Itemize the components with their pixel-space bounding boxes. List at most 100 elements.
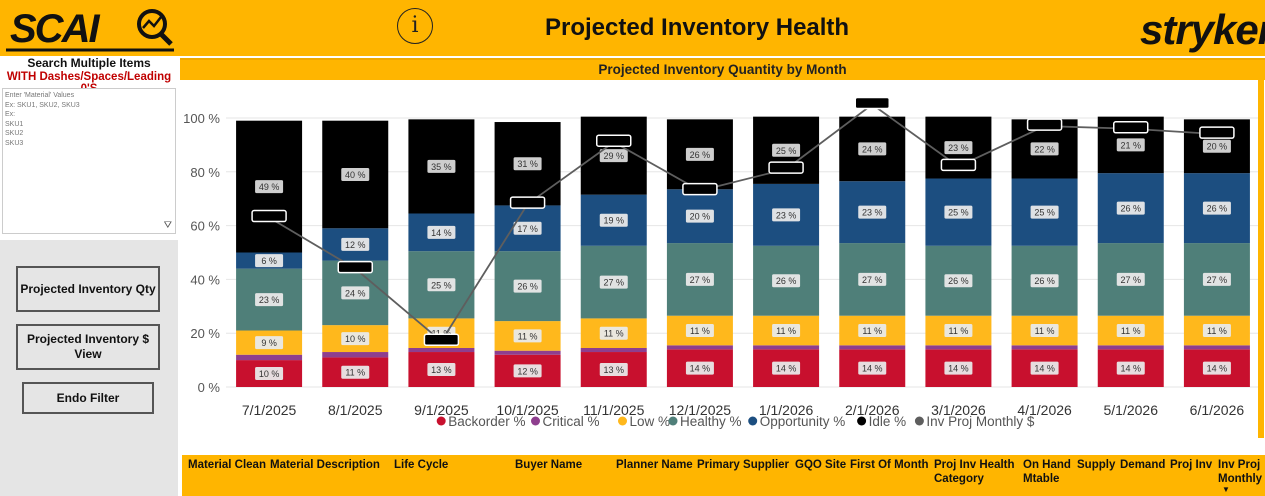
bar-segment [494,350,561,355]
column-header[interactable]: Buyer Name [515,459,583,471]
x-tick-label: 3/1/2026 [931,402,986,418]
redacted-value [768,161,804,174]
redacted-value [423,333,460,347]
data-label-bg [427,363,456,377]
data-label: 14 % [776,364,797,374]
data-label: 11 % [345,368,365,378]
projected-inventory-qty-button[interactable]: Projected Inventory Qty [16,266,160,312]
redacted-value [337,260,373,274]
search-input[interactable]: Enter 'Material' Values Ex: SKU1, SKU2, … [2,88,176,234]
data-label-bg [341,365,370,379]
column-header[interactable]: Supply [1077,459,1116,471]
data-label: 14 % [948,364,969,374]
endo-filter-button[interactable]: Endo Filter [22,382,154,414]
data-label-bg [772,324,801,338]
x-tick-label: 5/1/2026 [1104,402,1159,418]
column-header[interactable]: On Hand Mtable [1023,459,1071,485]
data-label: 25 % [431,280,452,290]
search-title: Search Multiple Items [27,56,151,70]
data-label-bg [599,213,628,227]
data-label: 23 % [776,210,797,220]
x-tick-label: 4/1/2026 [1017,402,1072,418]
y-tick-label: 100 % [183,111,220,126]
data-label-bg [255,180,284,194]
column-header[interactable]: GQO Site [795,459,847,471]
x-tick-label: 12/1/2025 [669,402,731,418]
data-label-bg [341,332,370,346]
data-label: 11 % [948,326,968,336]
data-label-bg [1030,361,1059,375]
redacted-value [1026,118,1063,131]
data-label: 13 % [603,365,624,375]
legend-label: Low % [630,414,671,429]
redacted-value [251,209,287,223]
column-header[interactable]: Demand [1120,459,1166,471]
data-label: 26 % [1120,204,1141,214]
data-label-bg [427,225,456,239]
data-label-bg [255,336,284,350]
data-label: 14 % [1120,364,1141,374]
bar-segment [666,345,733,350]
data-label-bg [255,293,284,307]
data-label: 11 % [1121,326,1141,336]
data-label: 6 % [261,256,277,266]
logo-text: SCAI [10,7,100,51]
column-header[interactable]: First Of Month [850,459,929,471]
legend-marker [531,416,540,426]
data-label: 14 % [690,364,711,374]
data-label-bg [599,275,628,289]
data-label-bg [427,159,456,173]
data-label: 24 % [862,144,883,154]
filter-icon[interactable]: ⛛ [163,220,172,231]
sort-desc-icon[interactable]: ▼ [1222,485,1230,494]
legend-label: Healthy % [680,414,742,429]
bar-segment [236,354,303,361]
column-header[interactable]: Inv Proj Monthly [1218,459,1263,485]
data-label-bg [1030,142,1059,156]
data-label: 11 % [690,326,710,336]
projected-inventory-dollar-button[interactable]: Projected Inventory $ View [16,324,160,370]
column-header[interactable]: Primary Supplier [697,459,790,471]
data-label-bg [944,141,973,155]
redacted-value [940,158,977,172]
data-label: 26 % [1034,276,1055,286]
legend-label: Critical % [543,414,600,429]
data-label: 26 % [690,150,711,160]
data-label: 27 % [1207,275,1228,285]
column-header[interactable]: Proj Inv [1170,459,1213,471]
column-header[interactable]: Life Cycle [394,459,449,471]
search-tools[interactable]: ⛛ [164,220,172,231]
data-label-bg [685,147,714,161]
stryker-logo: stryker [1140,6,1265,53]
data-label-bg [858,361,887,375]
column-header[interactable]: Proj Inv Health Category [934,459,1015,485]
data-label-bg [513,157,542,171]
y-tick-label: 40 % [190,272,220,287]
data-label: 14 % [1034,364,1055,374]
data-label-bg [255,367,284,381]
search-panel: Search Multiple Items WITH Dashes/Spaces… [0,56,178,240]
data-label-bg [599,326,628,340]
data-label: 22 % [1034,144,1055,154]
bar-segment [580,347,647,353]
data-label: 20 % [1207,142,1228,152]
x-tick-label: 1/1/2026 [759,402,814,418]
data-label: 13 % [431,365,452,375]
data-label: 14 % [862,364,883,374]
header-bar: SCAI i Projected Inventory Health stryke… [0,0,1265,56]
info-icon[interactable]: i [397,8,433,44]
data-label: 11 % [776,326,796,336]
column-header[interactable]: Material Clean [188,459,266,471]
data-label: 11 % [862,326,882,336]
data-label: 25 % [776,146,797,156]
data-label: 11 % [1207,326,1227,336]
column-header[interactable]: Planner Name [616,459,693,471]
data-label: 11 % [518,331,538,341]
search-placeholder: Enter 'Material' Values Ex: SKU1, SKU2, … [5,92,80,147]
data-label: 26 % [776,276,797,286]
data-label-bg [944,205,973,219]
data-label-bg [772,208,801,222]
column-header[interactable]: Material Description [270,459,380,471]
data-label-bg [1030,205,1059,219]
x-tick-label: 8/1/2025 [328,402,383,418]
